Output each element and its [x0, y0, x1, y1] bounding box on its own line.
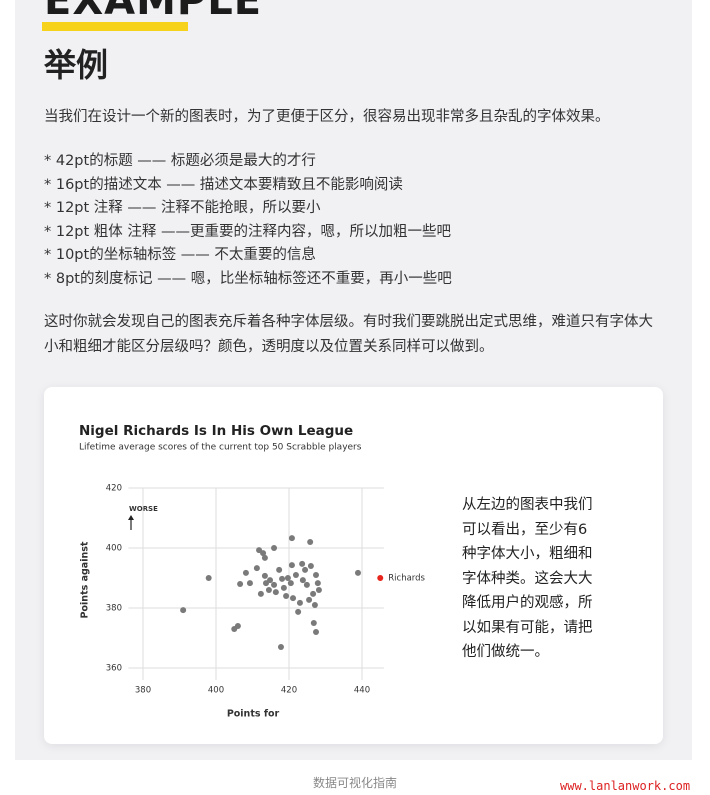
point — [246, 580, 253, 587]
list-item: * 42pt的标题 —— 标题必须是最大的才行 — [44, 153, 316, 169]
point — [205, 575, 212, 581]
side-line: 以如果有可能，请把 — [462, 619, 593, 636]
y-tick-label: 360 — [106, 664, 122, 674]
point — [313, 629, 320, 635]
point — [265, 587, 272, 593]
point — [288, 562, 295, 569]
list-item: * 16pt的描述文本 —— 描述文本要精致且不能影响阅读 — [44, 176, 403, 193]
x-tick-label: 440 — [354, 686, 370, 696]
y-tick-label: 380 — [106, 604, 122, 614]
side-line: 字体种类。这会大大 — [462, 570, 593, 587]
side-line: 降低用户的观感，所 — [462, 595, 593, 611]
x-axis-label: Points for — [227, 709, 280, 720]
point — [377, 575, 384, 581]
chart-subtitle: Lifetime average scores of the current t… — [79, 443, 362, 453]
chart-title: Nigel Richards Is In His Own League — [79, 423, 353, 439]
footer: 数据可视化指南 — [312, 776, 397, 790]
point — [313, 572, 320, 578]
x-tick-label: 400 — [208, 686, 224, 696]
list-item: * 12pt 注释 —— 注释不能抢眼，所以要小 — [44, 200, 321, 216]
side-text: 从左边的图表中我们 可以看出，至少有6 种字体大小，粗细和 字体种类。这会大大 降低用户… — [462, 493, 593, 665]
point — [253, 565, 260, 572]
point — [310, 590, 317, 597]
point — [314, 580, 321, 587]
point — [284, 575, 291, 581]
annotation: WORSE — [129, 505, 158, 513]
point — [303, 581, 310, 588]
list-item: * 8pt的刻度标记 —— 嗯，比坐标轴标签还不重要，再小一些吧 — [44, 270, 452, 287]
point — [283, 593, 290, 599]
point — [261, 554, 268, 561]
side-line: 可以看出，至少有6 — [462, 521, 588, 538]
point — [310, 620, 317, 626]
list-item: * 10pt的坐标轴标签 —— 不太重要的信息 — [44, 247, 316, 263]
list: * 42pt的标题 —— 标题必须是最大的才行 * 16pt的描述文本 —— 描述… — [44, 150, 452, 291]
side-line: 种字体大小，粗细和 — [462, 546, 593, 562]
point — [315, 587, 322, 593]
point — [307, 563, 314, 569]
point — [257, 590, 264, 597]
card — [44, 387, 663, 744]
point — [237, 581, 244, 587]
list-item: * 12pt 粗体 注释 ——更重要的注释内容，嗯，所以加粗一些吧 — [44, 223, 452, 240]
point — [261, 572, 268, 579]
y-axis-label: Points against — [80, 541, 91, 618]
x-tick-label: 420 — [281, 686, 297, 696]
point — [272, 589, 279, 596]
point — [307, 539, 314, 545]
point — [288, 535, 295, 542]
x-tick-label: 380 — [135, 686, 151, 696]
point — [267, 577, 274, 584]
point — [299, 577, 306, 584]
point — [311, 602, 318, 608]
point — [276, 566, 283, 573]
point — [260, 550, 267, 557]
point — [296, 599, 303, 606]
highlight — [42, 22, 188, 31]
point — [271, 581, 278, 588]
arrow-head — [128, 515, 134, 520]
point — [279, 575, 286, 582]
point — [295, 608, 302, 615]
point — [277, 644, 284, 650]
point — [290, 595, 297, 602]
point — [302, 566, 309, 573]
kicker: EXAMPLE — [44, 0, 263, 24]
y-tick-label: 400 — [106, 544, 122, 554]
side-line: 从左边的图表中我们 — [462, 497, 593, 513]
paragraph: 这时你就会发现自己的图表充斥着各种字体层级。有时我们要跳脱出定式思维，难道只有字… — [44, 314, 653, 355]
point — [299, 560, 306, 567]
title: 举例 — [44, 46, 109, 84]
point — [280, 584, 287, 591]
point — [234, 623, 241, 629]
chart: Nigel Richards Is In His Own League Life… — [79, 423, 426, 720]
point — [242, 569, 249, 576]
point — [306, 596, 313, 603]
point — [287, 580, 294, 587]
watermark: www.lanlanwork.com — [560, 779, 691, 793]
y-tick-label: 420 — [106, 484, 122, 494]
point-label: Richards — [388, 574, 425, 584]
point — [354, 569, 361, 576]
point — [292, 572, 299, 578]
intro: 当我们在设计一个新的图表时，为了更便于区分，很容易出现非常多且杂乱的字体效果。 — [44, 109, 610, 125]
point — [271, 545, 278, 551]
point — [180, 607, 187, 614]
side-line: 他们做统一。 — [462, 644, 549, 660]
